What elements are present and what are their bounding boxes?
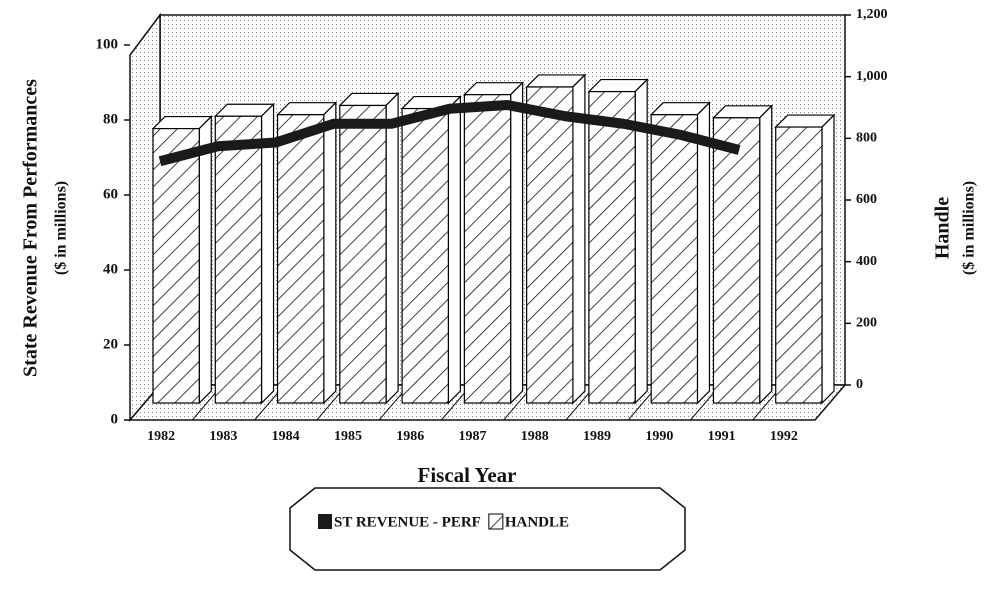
bar xyxy=(462,81,525,405)
bar-side xyxy=(821,113,835,405)
bar-front xyxy=(339,104,387,404)
bar-side xyxy=(323,101,337,405)
x-tick-label: 1987 xyxy=(459,429,487,444)
y2-tick-label: 600 xyxy=(856,192,877,207)
legend-label: ST REVENUE - PERF xyxy=(334,514,481,530)
x-tick-label: 1985 xyxy=(334,429,362,444)
bar-front xyxy=(214,115,263,404)
bar-front xyxy=(152,127,200,404)
x-tick-label: 1990 xyxy=(645,429,673,444)
y2-tick-label: 0 xyxy=(856,377,863,392)
bar-side xyxy=(696,101,711,405)
x-tick-label: 1982 xyxy=(147,429,175,444)
y2-tick-label: 400 xyxy=(856,254,877,269)
bar xyxy=(400,95,462,405)
y-axis-label: State Revenue From Performances xyxy=(20,79,42,377)
x-tick-label: 1989 xyxy=(583,429,611,444)
x-tick-label: 1986 xyxy=(396,429,424,444)
y-tick-label: 20 xyxy=(103,336,118,352)
x-tick-label: 1983 xyxy=(209,429,237,444)
x-tick-label: 1992 xyxy=(770,429,798,444)
bar-side xyxy=(759,104,773,405)
legend-swatch xyxy=(488,513,504,530)
y-tick-label: 60 xyxy=(103,186,118,202)
x-tick-label: 1991 xyxy=(708,429,736,444)
x-tick-label: 1988 xyxy=(521,429,549,444)
y-axis-sublabel: ($ in millions) xyxy=(53,181,70,275)
line xyxy=(158,100,741,167)
y-tick-label: 0 xyxy=(111,411,119,427)
bar xyxy=(276,101,338,405)
y-tick-label: 40 xyxy=(103,261,118,277)
bar xyxy=(649,101,711,405)
bar xyxy=(712,104,774,405)
legend-box xyxy=(289,487,686,571)
y2-axis-label: Handle xyxy=(932,197,954,259)
legend-swatch xyxy=(318,514,332,529)
bar-side xyxy=(510,81,524,405)
bar-side xyxy=(447,95,461,405)
bar-front xyxy=(526,86,574,404)
y2-tick-label: 800 xyxy=(856,131,877,146)
bar-side xyxy=(385,92,399,405)
bar-front xyxy=(463,94,512,404)
bar-front xyxy=(276,114,325,404)
bar-side xyxy=(260,102,275,405)
bar xyxy=(587,78,649,405)
legend-label: HANDLE xyxy=(505,514,569,530)
bar-front xyxy=(650,114,699,404)
y-tick-label: 100 xyxy=(96,36,119,52)
bar xyxy=(525,73,587,405)
bar xyxy=(151,115,213,405)
y2-tick-label: 1,000 xyxy=(856,69,888,84)
bar-side xyxy=(572,73,586,405)
bar xyxy=(774,113,836,405)
bar xyxy=(213,102,275,405)
bar-side xyxy=(198,115,212,405)
y2-tick-label: 1,200 xyxy=(856,7,888,22)
bar xyxy=(338,92,400,405)
x-tick-label: 1984 xyxy=(272,429,300,444)
y-tick-label: 80 xyxy=(103,111,118,127)
x-axis-label: Fiscal Year xyxy=(418,463,517,487)
bar-front xyxy=(401,107,449,404)
y2-tick-label: 200 xyxy=(856,316,877,331)
bar-front xyxy=(712,117,761,404)
bar-front xyxy=(588,90,636,404)
bar-front xyxy=(775,126,823,404)
y2-axis-sublabel: ($ in millions) xyxy=(961,181,978,275)
